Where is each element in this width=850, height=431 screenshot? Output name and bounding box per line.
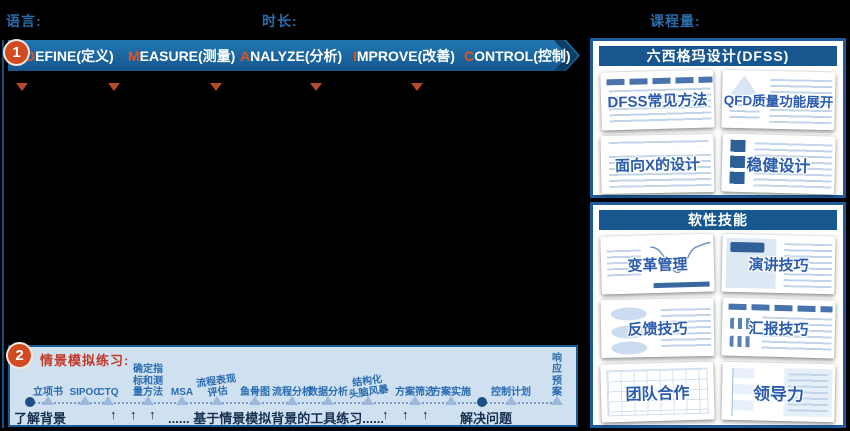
up-arrow-icon: ↑	[402, 407, 409, 422]
course-card-design-for-x: 面向X的设计	[600, 133, 715, 195]
language-label: 语言:	[6, 13, 42, 29]
phase-initial: I	[353, 47, 357, 64]
middle-label: ...... 基于情景模拟背景的工具练习......	[168, 411, 384, 426]
phase-improve: I MPROVE(改善)	[353, 40, 455, 71]
timeline-marker	[142, 396, 154, 405]
phase-pointer-icon	[310, 83, 322, 91]
dfss-panel-title: 六西格玛设计(DFSS)	[599, 46, 837, 66]
phase-initial: C	[464, 47, 475, 64]
change-curve-sketch	[650, 241, 711, 274]
tool-label: MSA	[170, 386, 194, 398]
dfss-cards: DFSS常见方法 QFD质量功能展开 面向X的设计 稳健设计	[593, 69, 843, 200]
card-label: QFD质量功能展开	[723, 92, 834, 111]
tool-label: CTQ	[97, 386, 119, 398]
timeline-marker	[322, 396, 334, 405]
simulation-panel: 情景模拟练习: 立项书 SIPOC CTQ 确定指 标和测 量方法 MSA 流程…	[8, 345, 578, 427]
timeline-marker	[102, 396, 114, 405]
course-card-reporting-skills: 汇报技巧	[721, 297, 836, 359]
course-card-feedback-skills: 反馈技巧	[600, 297, 715, 359]
phase-define: D EFINE(定义)	[25, 40, 114, 71]
course-card-change-management: 变革管理	[600, 233, 715, 295]
up-arrow-icon: ↑	[149, 407, 156, 422]
timeline-marker	[42, 396, 54, 405]
timeline-start-dot	[25, 397, 35, 407]
soft-skills-panel: 软性技能 变革管理 演讲技巧 反馈技巧	[590, 202, 846, 428]
up-arrow-icon: ↑	[382, 407, 389, 422]
timeline-marker	[362, 396, 374, 405]
dfss-panel: 六西格玛设计(DFSS) DFSS常见方法 QFD质量功能展开 面向X的设计	[590, 38, 846, 198]
phase-rest: NALYZE(分析)	[250, 47, 343, 64]
card-label: 演讲技巧	[748, 255, 809, 275]
tool-label: 方案筛选	[395, 386, 435, 398]
tool-label: 流程分析	[272, 386, 312, 398]
card-label: 汇报技巧	[748, 319, 809, 339]
tool-label: SIPOC	[69, 386, 101, 398]
dmaic-banner: D EFINE(定义) M EASURE(测量) A NALYZE(分析) I MPRO…	[8, 40, 580, 71]
step-2-badge: 2	[6, 342, 33, 369]
phase-pointer-icon	[411, 83, 423, 91]
card-label: 领导力	[752, 383, 805, 405]
phase-pointer-icon	[210, 83, 222, 91]
tool-label: 响应预案	[552, 353, 562, 398]
timeline-marker	[409, 396, 421, 405]
tool-label: 控制计划	[491, 386, 531, 398]
course-card-dfss-methods: DFSS常见方法	[600, 69, 715, 131]
course-card-leadership: 领导力	[721, 361, 836, 423]
timeline-marker	[211, 396, 223, 405]
tool-label: 确定指 标和测 量方法	[133, 364, 163, 398]
soft-skills-panel-title: 软性技能	[599, 210, 837, 230]
card-label: 团队合作	[625, 385, 690, 404]
phase-initial: A	[240, 47, 251, 64]
course-card-teamwork: 团队合作	[600, 361, 715, 423]
phase-control: C ONTROL(控制)	[464, 40, 571, 71]
course-card-robust-design: 稳健设计	[721, 133, 836, 195]
course-card-qfd: QFD质量功能展开	[721, 69, 836, 131]
timeline-marker	[551, 396, 563, 405]
phase-pointer-icon	[16, 83, 28, 91]
phase-initial: D	[25, 47, 36, 64]
start-label: 了解背景	[14, 411, 67, 426]
tool-label: 鱼骨图	[240, 386, 270, 398]
card-label: 稳健设计	[746, 157, 811, 176]
up-arrow-icon: ↑	[422, 407, 429, 422]
tool-label: 方案实施	[431, 386, 471, 398]
phase-pointer-icon	[108, 83, 120, 91]
soft-skills-cards: 变革管理 演讲技巧 反馈技巧 汇报技巧	[593, 233, 843, 428]
simulation-title: 情景模拟练习:	[40, 353, 130, 368]
card-label: 变革管理	[627, 255, 688, 275]
end-label: 解决问题	[460, 411, 513, 426]
timeline-marker	[505, 396, 517, 405]
timeline-marker	[445, 396, 457, 405]
course-card-presentation-skills: 演讲技巧	[721, 233, 836, 295]
card-label: 面向X的设计	[614, 155, 701, 175]
timeline-marker	[79, 396, 91, 405]
timeline-marker	[286, 396, 298, 405]
phase-analyze: A NALYZE(分析)	[240, 40, 342, 71]
card-label: DFSS常见方法	[607, 91, 708, 111]
timeline-marker	[249, 396, 261, 405]
up-arrow-icon: ↑	[110, 407, 117, 422]
phase-rest: ONTROL(控制)	[474, 47, 571, 64]
phase-rest: EFINE(定义)	[35, 47, 114, 64]
phase-measure: M EASURE(测量)	[128, 40, 235, 71]
course-volume-label: 课程量:	[650, 13, 701, 29]
phase-initial: M	[128, 47, 140, 64]
step-1-badge: 1	[3, 39, 30, 66]
timeline-solve-dot	[477, 397, 487, 407]
card-label: 反馈技巧	[627, 319, 688, 339]
timeline-marker	[176, 396, 188, 405]
tool-label: 数据分析	[308, 386, 348, 398]
left-accent-line	[2, 40, 4, 428]
duration-label: 时长:	[262, 13, 298, 29]
phase-rest: MPROVE(改善)	[356, 47, 455, 64]
phase-rest: EASURE(测量)	[139, 47, 236, 64]
up-arrow-icon: ↑	[130, 407, 137, 422]
tool-label: 立项书	[33, 386, 63, 398]
